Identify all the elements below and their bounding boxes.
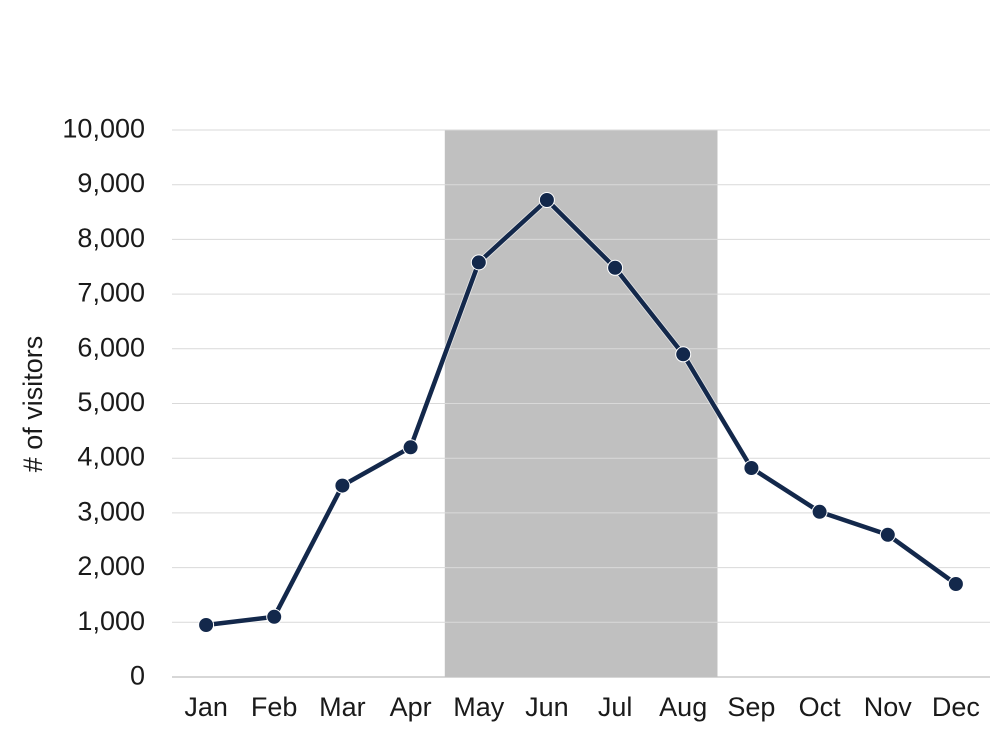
svg-text:0: 0 [130, 661, 145, 691]
svg-text:8,000: 8,000 [77, 223, 145, 253]
svg-text:Dec: Dec [932, 692, 980, 722]
svg-text:2,000: 2,000 [77, 551, 145, 581]
svg-text:10,000: 10,000 [62, 114, 145, 144]
svg-text:Nov: Nov [864, 692, 913, 722]
svg-text:1,000: 1,000 [77, 606, 145, 636]
svg-text:Jun: Jun [525, 692, 569, 722]
svg-text:May: May [453, 692, 505, 722]
svg-text:Apr: Apr [390, 692, 432, 722]
svg-text:4,000: 4,000 [77, 442, 145, 472]
svg-text:Aug: Aug [659, 692, 707, 722]
svg-text:Mar: Mar [319, 692, 366, 722]
svg-text:3,000: 3,000 [77, 496, 145, 526]
svg-text:5,000: 5,000 [77, 387, 145, 417]
svg-text:9,000: 9,000 [77, 168, 145, 198]
svg-text:7,000: 7,000 [77, 278, 145, 308]
svg-text:Oct: Oct [799, 692, 842, 722]
svg-text:Jan: Jan [184, 692, 228, 722]
svg-text:Jul: Jul [598, 692, 633, 722]
svg-text:Sep: Sep [727, 692, 775, 722]
svg-text:Feb: Feb [251, 692, 298, 722]
svg-text:6,000: 6,000 [77, 332, 145, 362]
